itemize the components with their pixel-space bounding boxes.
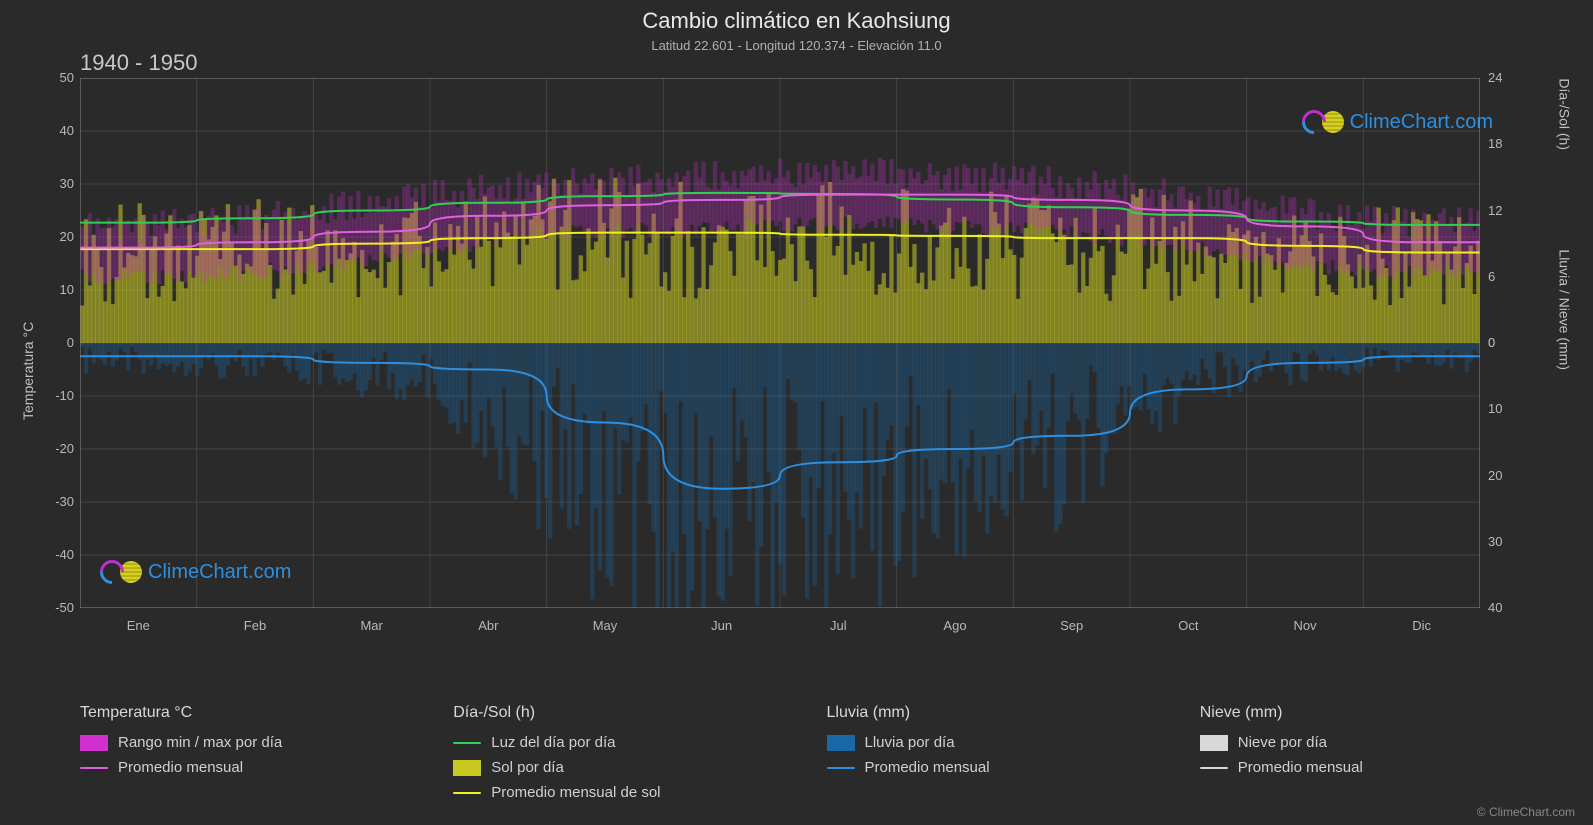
climate-chart [80,78,1480,608]
legend-item: Nieve por día [1200,730,1553,755]
tick-label: Sep [1032,618,1112,633]
tick-label: Jun [682,618,762,633]
tick-label: Feb [215,618,295,633]
legend-group-title: Día-/Sol (h) [453,704,806,722]
legend-swatch [1200,767,1228,769]
right-axis-top-label: Día-/Sol (h) [1557,78,1573,150]
legend-group-title: Temperatura °C [80,704,433,722]
legend: Temperatura °C Rango min / max por día Pro… [80,704,1553,805]
tick-label: -50 [34,600,74,615]
legend-label: Promedio mensual [865,759,990,776]
watermark-text: ClimeChart.com [148,561,291,584]
copyright: © ClimeChart.com [1477,805,1575,819]
legend-item: Lluvia por día [827,730,1180,755]
logo-c-icon [95,555,129,589]
legend-label: Promedio mensual [118,759,243,776]
chart-title: Cambio climático en Kaohsiung [0,8,1593,34]
legend-label: Nieve por día [1238,734,1327,751]
tick-label: 0 [1488,335,1528,350]
legend-swatch [1200,735,1228,751]
period-label: 1940 - 1950 [80,50,197,76]
tick-label: 30 [34,176,74,191]
legend-label: Sol por día [491,759,564,776]
watermark-top: ClimeChart.com [1302,110,1493,134]
tick-label: -10 [34,388,74,403]
legend-item: Promedio mensual [1200,755,1553,780]
tick-label: May [565,618,645,633]
tick-label: -30 [34,494,74,509]
logo-c-icon [1297,105,1331,139]
legend-label: Promedio mensual de sol [491,784,660,801]
legend-group: Nieve (mm) Nieve por día Promedio mensual [1200,704,1553,805]
watermark-bottom: ClimeChart.com [100,560,291,584]
tick-label: 6 [1488,269,1528,284]
tick-label: 10 [1488,401,1528,416]
legend-swatch [827,767,855,769]
tick-label: Dic [1382,618,1462,633]
tick-label: -40 [34,547,74,562]
legend-swatch [80,767,108,769]
legend-item: Rango min / max por día [80,730,433,755]
tick-label: -20 [34,441,74,456]
legend-item: Promedio mensual [80,755,433,780]
legend-swatch [453,792,481,794]
tick-label: 12 [1488,203,1528,218]
tick-label: 0 [34,335,74,350]
legend-swatch [80,735,108,751]
tick-label: 50 [34,70,74,85]
legend-label: Rango min / max por día [118,734,282,751]
tick-label: 18 [1488,136,1528,151]
tick-label: Ene [98,618,178,633]
tick-label: Nov [1265,618,1345,633]
legend-item: Promedio mensual de sol [453,780,806,805]
tick-label: Mar [332,618,412,633]
legend-label: Luz del día por día [491,734,615,751]
chart-subtitle: Latitud 22.601 - Longitud 120.374 - Elev… [0,38,1593,53]
legend-item: Promedio mensual [827,755,1180,780]
tick-label: 20 [34,229,74,244]
tick-label: Ago [915,618,995,633]
legend-group: Lluvia (mm) Lluvia por día Promedio mensua… [827,704,1180,805]
tick-label: 30 [1488,534,1528,549]
tick-label: Jul [798,618,878,633]
watermark-text: ClimeChart.com [1350,111,1493,134]
legend-swatch [827,735,855,751]
legend-item: Luz del día por día [453,730,806,755]
tick-label: 10 [34,282,74,297]
legend-group-title: Lluvia (mm) [827,704,1180,722]
tick-label: 20 [1488,468,1528,483]
legend-group: Día-/Sol (h) Luz del día por día Sol por d… [453,704,806,805]
legend-group: Temperatura °C Rango min / max por día Pro… [80,704,433,805]
tick-label: Oct [1148,618,1228,633]
legend-swatch [453,760,481,776]
legend-swatch [453,742,481,744]
right-axis-bot-label: Lluvia / Nieve (mm) [1557,249,1573,370]
legend-group-title: Nieve (mm) [1200,704,1553,722]
legend-item: Sol por día [453,755,806,780]
legend-label: Lluvia por día [865,734,955,751]
tick-label: Abr [448,618,528,633]
tick-label: 40 [1488,600,1528,615]
tick-label: 40 [34,123,74,138]
legend-label: Promedio mensual [1238,759,1363,776]
tick-label: 24 [1488,70,1528,85]
